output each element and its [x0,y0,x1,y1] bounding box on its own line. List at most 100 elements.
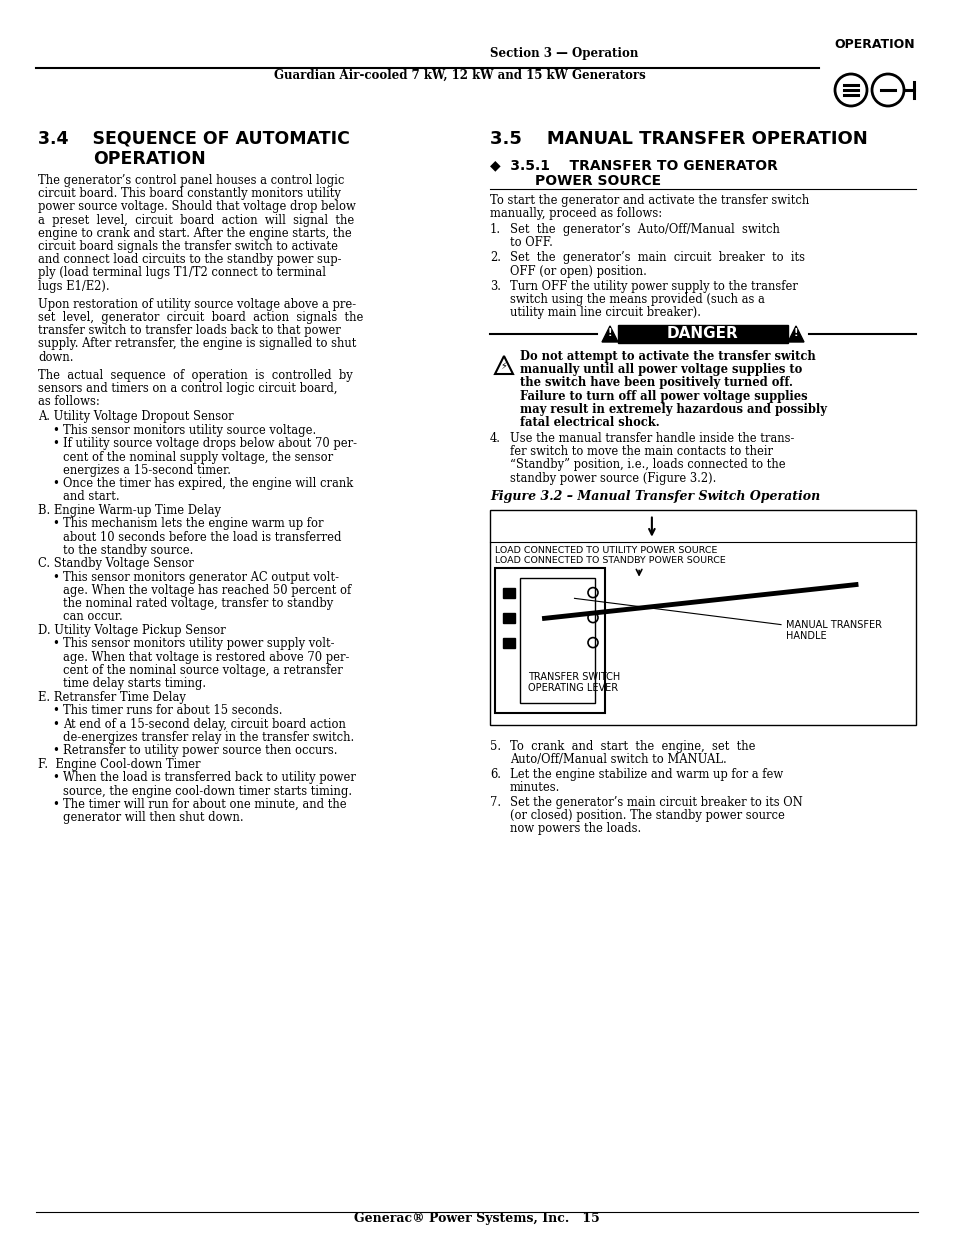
Text: •: • [52,517,59,531]
Text: time delay starts timing.: time delay starts timing. [63,677,206,690]
Text: ply (load terminal lugs T1/T2 connect to terminal: ply (load terminal lugs T1/T2 connect to… [38,267,326,279]
Text: This sensor monitors generator AC output volt-: This sensor monitors generator AC output… [63,571,338,584]
Text: 3.4    SEQUENCE OF AUTOMATIC: 3.4 SEQUENCE OF AUTOMATIC [38,130,350,148]
Text: TRANSFER SWITCH: TRANSFER SWITCH [527,672,619,682]
Text: as follows:: as follows: [38,395,100,409]
Text: standby power source (Figure 3.2).: standby power source (Figure 3.2). [510,472,716,484]
Text: This mechanism lets the engine warm up for: This mechanism lets the engine warm up f… [63,517,323,531]
Text: “Standby” position, i.e., loads connected to the: “Standby” position, i.e., loads connecte… [510,458,785,472]
Text: !: ! [793,329,798,338]
Text: •: • [52,704,59,718]
FancyBboxPatch shape [618,325,787,343]
Text: •: • [52,745,59,757]
Text: This sensor monitors utility source voltage.: This sensor monitors utility source volt… [63,424,315,437]
Text: about 10 seconds before the load is transferred: about 10 seconds before the load is tran… [63,531,341,543]
Text: may result in extremely hazardous and possibly: may result in extremely hazardous and po… [519,403,826,416]
Text: fatal electrical shock.: fatal electrical shock. [519,416,659,429]
Text: Set  the  generator’s  main  circuit  breaker  to  its: Set the generator’s main circuit breaker… [510,252,804,264]
Text: transfer switch to transfer loads back to that power: transfer switch to transfer loads back t… [38,325,340,337]
Polygon shape [601,326,618,342]
Text: Failure to turn off all power voltage supplies: Failure to turn off all power voltage su… [519,389,807,403]
Text: E. Retransfer Time Delay: E. Retransfer Time Delay [38,690,186,704]
Text: sensors and timers on a control logic circuit board,: sensors and timers on a control logic ci… [38,382,337,395]
Text: a  preset  level,  circuit  board  action  will  signal  the: a preset level, circuit board action wil… [38,214,354,226]
Text: 3.5    MANUAL TRANSFER OPERATION: 3.5 MANUAL TRANSFER OPERATION [490,130,867,148]
Text: engine to crank and start. After the engine starts, the: engine to crank and start. After the eng… [38,227,352,240]
Text: Auto/Off/Manual switch to MANUAL.: Auto/Off/Manual switch to MANUAL. [510,753,726,766]
Text: to the standby source.: to the standby source. [63,543,193,557]
Text: Guardian Air-cooled 7 kW, 12 kW and 15 kW Generators: Guardian Air-cooled 7 kW, 12 kW and 15 k… [274,69,645,82]
Text: 1.: 1. [490,224,500,236]
Text: cent of the nominal source voltage, a retransfer: cent of the nominal source voltage, a re… [63,664,342,677]
Text: To  crank  and  start  the  engine,  set  the: To crank and start the engine, set the [510,740,755,752]
Text: 3.: 3. [490,279,500,293]
Text: A. Utility Voltage Dropout Sensor: A. Utility Voltage Dropout Sensor [38,410,233,424]
Text: the nominal rated voltage, transfer to standby: the nominal rated voltage, transfer to s… [63,598,333,610]
Text: power source voltage. Should that voltage drop below: power source voltage. Should that voltag… [38,200,355,214]
Text: ◆  3.5.1    TRANSFER TO GENERATOR: ◆ 3.5.1 TRANSFER TO GENERATOR [490,158,777,172]
Text: •: • [52,571,59,584]
Text: This sensor monitors utility power supply volt-: This sensor monitors utility power suppl… [63,637,335,651]
Text: generator will then shut down.: generator will then shut down. [63,811,243,824]
Text: The timer will run for about one minute, and the: The timer will run for about one minute,… [63,798,346,811]
Text: To start the generator and activate the transfer switch: To start the generator and activate the … [490,194,808,207]
Text: Generac® Power Systems, Inc.   15: Generac® Power Systems, Inc. 15 [354,1212,599,1225]
Text: 2.: 2. [490,252,500,264]
Text: can occur.: can occur. [63,610,123,624]
Text: D. Utility Voltage Pickup Sensor: D. Utility Voltage Pickup Sensor [38,624,226,637]
Text: This timer runs for about 15 seconds.: This timer runs for about 15 seconds. [63,704,282,718]
Text: circuit board signals the transfer switch to activate: circuit board signals the transfer switc… [38,240,337,253]
Text: energizes a 15-second timer.: energizes a 15-second timer. [63,464,231,477]
Text: POWER SOURCE: POWER SOURCE [535,174,660,188]
Text: •: • [52,424,59,437]
Text: and start.: and start. [63,490,119,504]
Text: 5.: 5. [490,740,500,752]
Text: Use the manual transfer handle inside the trans-: Use the manual transfer handle inside th… [510,432,794,445]
Text: C. Standby Voltage Sensor: C. Standby Voltage Sensor [38,557,193,571]
Text: •: • [52,798,59,811]
Text: LOAD CONNECTED TO STANDBY POWER SOURCE: LOAD CONNECTED TO STANDBY POWER SOURCE [495,556,725,564]
Text: the switch have been positively turned off.: the switch have been positively turned o… [519,377,792,389]
Text: DANGER: DANGER [666,326,739,341]
Text: •: • [52,437,59,451]
Text: fer switch to move the main contacts to their: fer switch to move the main contacts to … [510,445,772,458]
Text: •: • [52,772,59,784]
Text: At end of a 15-second delay, circuit board action: At end of a 15-second delay, circuit boa… [63,718,346,731]
Text: manually until all power voltage supplies to: manually until all power voltage supplie… [519,363,801,377]
Text: When the load is transferred back to utility power: When the load is transferred back to uti… [63,772,355,784]
Text: Figure 3.2 – Manual Transfer Switch Operation: Figure 3.2 – Manual Transfer Switch Oper… [490,489,820,503]
Text: Set  the  generator’s  Auto/Off/Manual  switch: Set the generator’s Auto/Off/Manual swit… [510,224,779,236]
Text: 4.: 4. [490,432,500,445]
Text: Let the engine stabilize and warm up for a few: Let the engine stabilize and warm up for… [510,768,782,781]
Text: Retransfer to utility power source then occurs.: Retransfer to utility power source then … [63,745,337,757]
Text: Set the generator’s main circuit breaker to its ON: Set the generator’s main circuit breaker… [510,797,801,809]
Text: down.: down. [38,351,73,363]
Text: source, the engine cool-down timer starts timing.: source, the engine cool-down timer start… [63,784,352,798]
Text: The  actual  sequence  of  operation  is  controlled  by: The actual sequence of operation is cont… [38,369,353,382]
Text: minutes.: minutes. [510,781,559,794]
Text: B. Engine Warm-up Time Delay: B. Engine Warm-up Time Delay [38,504,221,517]
Text: OFF (or open) position.: OFF (or open) position. [510,264,646,278]
Text: cent of the nominal supply voltage, the sensor: cent of the nominal supply voltage, the … [63,451,333,463]
FancyBboxPatch shape [502,588,515,598]
Text: If utility source voltage drops below about 70 per-: If utility source voltage drops below ab… [63,437,356,451]
Text: !: ! [607,329,612,338]
Text: (or closed) position. The standby power source: (or closed) position. The standby power … [510,809,784,823]
Text: age. When the voltage has reached 50 percent of: age. When the voltage has reached 50 per… [63,584,351,597]
Text: 7.: 7. [490,797,500,809]
Text: LOAD CONNECTED TO UTILITY POWER SOURCE: LOAD CONNECTED TO UTILITY POWER SOURCE [495,546,717,555]
Text: Turn OFF the utility power supply to the transfer: Turn OFF the utility power supply to the… [510,279,797,293]
Text: The generator’s control panel houses a control logic: The generator’s control panel houses a c… [38,174,344,186]
Text: ⚡: ⚡ [500,361,507,370]
Text: to OFF.: to OFF. [510,236,553,249]
Text: de-energizes transfer relay in the transfer switch.: de-energizes transfer relay in the trans… [63,731,354,743]
Text: Section 3 — Operation: Section 3 — Operation [489,47,638,61]
Text: utility main line circuit breaker).: utility main line circuit breaker). [510,306,700,319]
Text: OPERATION: OPERATION [834,38,914,51]
Text: Upon restoration of utility source voltage above a pre-: Upon restoration of utility source volta… [38,298,355,311]
Text: now powers the loads.: now powers the loads. [510,823,640,835]
Text: 6.: 6. [490,768,500,781]
Text: MANUAL TRANSFER: MANUAL TRANSFER [785,620,882,630]
Text: and connect load circuits to the standby power sup-: and connect load circuits to the standby… [38,253,341,267]
Text: set  level,  generator  circuit  board  action  signals  the: set level, generator circuit board actio… [38,311,363,324]
